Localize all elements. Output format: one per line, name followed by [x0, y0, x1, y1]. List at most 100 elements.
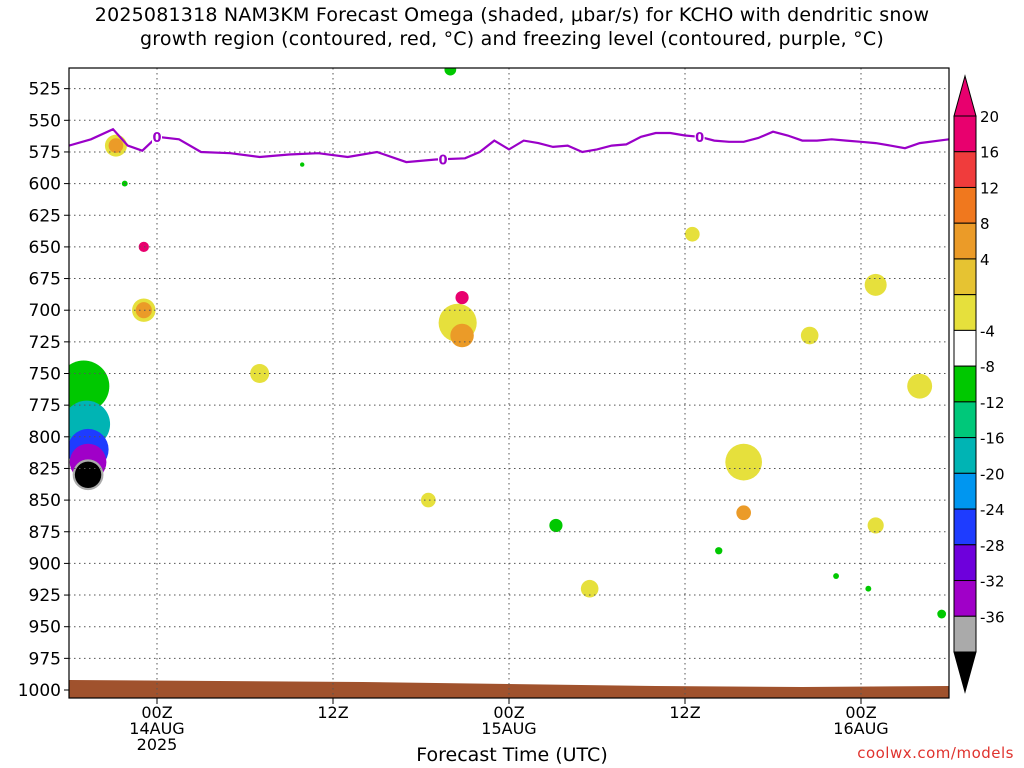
y-tick-label: 625 [29, 206, 61, 226]
colorbar-label: 12 [980, 179, 999, 197]
omega-feature [864, 273, 887, 296]
colorbar-bin [953, 472, 977, 510]
omega-feature [715, 547, 723, 555]
y-tick-label: 675 [29, 270, 61, 290]
omega-feature [138, 241, 149, 253]
y-tick-label: 600 [29, 175, 61, 195]
colorbar-bin [953, 294, 977, 331]
site-credit: coolwx.com/models [857, 744, 1014, 762]
colorbar-label: 8 [980, 215, 990, 233]
colorbar-label: -8 [980, 358, 995, 376]
x-tick-label: 00Z [141, 703, 172, 722]
colorbar-bin [953, 508, 977, 546]
colorbar-label: -4 [980, 322, 995, 340]
colorbar-bin [953, 258, 977, 296]
freezing-label-bg [694, 128, 705, 144]
omega-feature [108, 138, 124, 153]
omega-feature [907, 373, 933, 399]
omega-feature [937, 609, 947, 619]
x-tick-label: 15AUG [481, 719, 536, 738]
colorbar-label: 4 [980, 251, 990, 269]
colorbar-bin [953, 437, 977, 474]
color-bar: 20 16 12 8 4 -4 -8 -12 -16 -20 -24 -28 -32 -36 [953, 74, 1005, 694]
x-tick-label: 00Z [493, 703, 524, 722]
freezing-label-bg [438, 151, 448, 167]
y-tick-label: 775 [29, 396, 61, 416]
y-tick-label: 875 [29, 523, 61, 543]
y-tick-label: 850 [29, 491, 61, 511]
colorbar-label: -12 [980, 394, 1005, 412]
omega-feature [865, 585, 872, 592]
colorbar-bin [953, 544, 977, 582]
colorbar-label: -28 [980, 537, 1005, 555]
colorbar-label: -32 [980, 573, 1005, 591]
y-tick-label: 750 [29, 365, 61, 385]
omega-feature [580, 579, 599, 598]
x-tick-label: 12Z [317, 703, 348, 722]
colorbar-bin [953, 580, 977, 617]
colorbar-bin [953, 615, 977, 653]
colorbar-label: 20 [980, 108, 999, 126]
omega-feature [549, 518, 563, 533]
colorbar-bin [953, 329, 977, 367]
omega-feature [450, 323, 474, 348]
pressure-axis: 525 550 575 600 625 650 675 700 725 750 775 800 825 8… [18, 80, 69, 701]
freezing-label-bg [152, 128, 162, 144]
omega-feature [74, 461, 102, 488]
x-axis-title: Forecast Time (UTC) [416, 744, 608, 766]
colorbar-label: -36 [980, 608, 1005, 626]
colorbar-bin [953, 186, 977, 224]
x-tick-label: 2025 [137, 735, 178, 754]
omega-feature [800, 326, 819, 345]
colorbar-label: -16 [980, 430, 1005, 448]
y-tick-label: 925 [29, 586, 61, 606]
x-tick-label: 12Z [669, 703, 700, 722]
omega-feature [725, 443, 763, 481]
omega-feature [300, 162, 305, 167]
y-tick-label: 900 [29, 554, 61, 574]
freezing-level-label: 0 [438, 154, 447, 169]
omega-feature [455, 290, 469, 305]
omega-shading [69, 68, 947, 619]
omega-feature [833, 573, 839, 579]
omega-feature [736, 505, 752, 521]
colorbar-bin [953, 115, 977, 153]
y-tick-label: 550 [29, 111, 61, 131]
colorbar-label: -24 [980, 501, 1005, 519]
x-tick-label: 16AUG [833, 719, 888, 738]
x-tick-label: 14AUG [129, 719, 184, 738]
chart-title-line-1: 2025081318 NAM3KM Forecast Omega (shaded… [94, 4, 930, 26]
y-tick-label: 1000 [18, 681, 61, 701]
chart-title-line-2: growth region (contoured, red, °C) and f… [140, 28, 884, 50]
y-tick-label: 800 [29, 428, 61, 448]
y-tick-label: 650 [29, 238, 61, 258]
colorbar-top-arrow [953, 74, 977, 117]
colorbar-label: 16 [980, 144, 999, 162]
y-tick-label: 725 [29, 333, 61, 353]
y-tick-label: 950 [29, 618, 61, 638]
omega-feature [867, 517, 884, 534]
freezing-level-label: 0 [152, 131, 161, 146]
freezing-level-label: 0 [695, 131, 704, 146]
grid-lines [69, 68, 949, 698]
y-tick-label: 975 [29, 649, 61, 669]
omega-feature [135, 302, 152, 319]
colorbar-bin [953, 222, 977, 260]
colorbar-label: -20 [980, 465, 1005, 483]
omega-feature [444, 68, 457, 76]
x-tick-label: 00Z [845, 703, 876, 722]
colorbar-bin [953, 365, 977, 403]
colorbar-bin [953, 401, 977, 439]
y-tick-label: 825 [29, 459, 61, 479]
y-tick-label: 700 [29, 301, 61, 321]
y-tick-label: 525 [29, 80, 61, 100]
y-tick-label: 575 [29, 143, 61, 163]
freezing-level-line [69, 127, 949, 164]
omega-feature [685, 226, 700, 242]
omega-feature [421, 492, 436, 508]
colorbar-bottom-arrow [953, 651, 977, 694]
freezing-level-contour: 0 0 0 [69, 127, 949, 169]
colorbar-bin [953, 151, 977, 188]
